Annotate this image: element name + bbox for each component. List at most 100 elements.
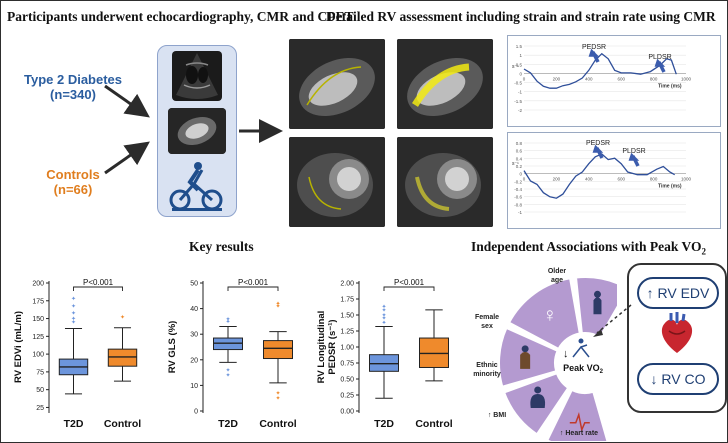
y-tick-label: 1.50 [340, 313, 354, 320]
rv-associations-box: ↑ RV EDV ↓ RV CO [627, 263, 727, 413]
x-tick-label: 200 [553, 177, 561, 182]
label-heart-rate: ↑ Heart rate [560, 430, 598, 437]
peak-label: PLDSR [622, 148, 645, 155]
x-tick-label: 0 [523, 177, 526, 182]
rv-assessment-title: Detailed RV assessment including strain … [326, 9, 716, 24]
group-controls-n: (n=66) [53, 182, 93, 197]
center-cyclist-icon [572, 344, 590, 358]
peak-arrow [654, 58, 666, 73]
label-female-sex: Female sex [475, 314, 499, 330]
wheel-segment [507, 277, 581, 351]
peak-label: PLDSR [648, 54, 671, 61]
outlier-point: ✦ [275, 303, 280, 310]
associations-title: Independent Associations with Peak VO2 [471, 239, 706, 257]
category-label: Control [104, 418, 141, 430]
key-results-title: Key results [189, 239, 254, 254]
y-tick-label: 0 [519, 71, 522, 76]
older-age-icon [593, 297, 602, 315]
y-tick-label: -0.5 [514, 81, 522, 86]
y-tick-label: 200 [32, 281, 44, 288]
y-tick-label: 0.8 [516, 141, 523, 146]
y-tick-label: 1.25 [340, 329, 354, 336]
outlier-point: ✦ [120, 314, 125, 321]
peak-arrow [628, 152, 640, 167]
y-tick-label: 20 [190, 357, 198, 364]
y-tick-label: -0.6 [514, 195, 522, 200]
category-label: Control [415, 418, 452, 430]
cmr-sax-tracing [289, 137, 385, 227]
rv-co-pill: ↓ RV CO [637, 363, 719, 395]
rv-co-label: RV CO [661, 371, 706, 387]
strain-rate-chart-2: 0.8 0.6 0.4 0.2 0 -0.2 -0.4 -0.6 -0.8 -1 0 200 400 60… [507, 132, 721, 229]
significance-bracket [73, 286, 123, 291]
bmi-icon-head [534, 386, 542, 394]
y-tick-label: 125 [32, 334, 44, 341]
y-tick-label: 2.00 [340, 281, 354, 288]
y-axis-label: s⁻¹ [512, 64, 519, 70]
x-tick-label: 1000 [681, 177, 692, 182]
y-tick-label: -1.5 [514, 99, 522, 104]
category-label: T2D [218, 418, 238, 430]
significance-label: P<0.001 [83, 278, 114, 287]
peak-vo2-label: Peak VO2 [563, 363, 604, 375]
strain-rate-curve [523, 153, 676, 199]
y-tick-label: 25 [36, 405, 44, 412]
ethnic-minority-icon [520, 351, 531, 369]
x-tick-label: 600 [617, 177, 625, 182]
box-plot-rv-pedsr: 2.00 1.75 1.50 1.25 1.00 0.75 0.50 0.25 0.00 RV L… [316, 278, 453, 430]
y-tick-label: 50 [36, 387, 44, 394]
association-wheel: ♀ ↓ Peak VO2 Older age Female sex Ethnic minorit… [473, 268, 617, 441]
heart-anatomy-icon [661, 312, 693, 353]
peak-label: PEDSR [586, 140, 610, 147]
y-tick-label: 1.75 [340, 297, 354, 304]
y-tick-label: -1 [518, 90, 522, 95]
label-older-age: Older age [548, 268, 567, 284]
y-tick-label: -2 [518, 108, 522, 113]
outlier-point: ✦ [71, 296, 76, 303]
rv-edv-arrow: ↑ [646, 285, 654, 301]
rv-edv-label: RV EDV [657, 285, 710, 301]
center-cyclist-icon-head [578, 338, 584, 344]
y-tick-label: -0.4 [514, 187, 522, 192]
wheel-segment [545, 388, 609, 441]
rv-edv-pill: ↑ RV EDV [637, 277, 719, 309]
significance-bracket [383, 286, 435, 291]
cmr-4ch-tracing [289, 39, 385, 129]
group-controls-name: Controls [46, 167, 100, 182]
outlier-point: ✦ [381, 304, 386, 311]
y-axis-label: s⁻¹ [512, 161, 519, 167]
cmr-heart-icon [168, 108, 226, 154]
rv-co-arrow: ↓ [650, 371, 658, 387]
x-tick-label: 600 [617, 76, 625, 81]
outlier-point: ✦ [71, 303, 76, 310]
y-tick-label: 1 [519, 53, 522, 58]
outlier-point: ✦ [225, 316, 230, 323]
x-tick-label: 200 [553, 76, 561, 81]
echo-fan-icon [176, 53, 218, 99]
flow-arrows [104, 84, 283, 175]
y-tick-label: 75 [36, 369, 44, 376]
peak-arrow [588, 48, 600, 63]
y-tick-label: 30 [190, 332, 198, 339]
peak-vo2-down-arrow: ↓ [563, 348, 569, 360]
y-tick-label: 150 [32, 316, 44, 323]
x-tick-label: 1000 [681, 76, 692, 81]
y-tick-label: 0.00 [340, 409, 354, 416]
y-tick-label: 40 [190, 306, 198, 313]
modality-panel [157, 45, 237, 217]
x-tick-label: 800 [650, 76, 658, 81]
x-axis-label: Time (ms) [658, 184, 682, 190]
cmr-sax-strain-map [397, 137, 493, 227]
y-tick-label: 0.75 [340, 361, 354, 368]
category-label: T2D [374, 418, 394, 430]
y-tick-label: 10 [190, 383, 198, 390]
outlier-point: ✦ [275, 395, 280, 402]
x-tick-label: 0 [523, 76, 526, 81]
x-tick-label: 400 [585, 177, 593, 182]
outlier-point: ✦ [71, 316, 76, 323]
y-tick-label: 175 [32, 298, 44, 305]
y-tick-label: 0.4 [516, 156, 523, 161]
outlier-point: ✦ [275, 300, 280, 307]
